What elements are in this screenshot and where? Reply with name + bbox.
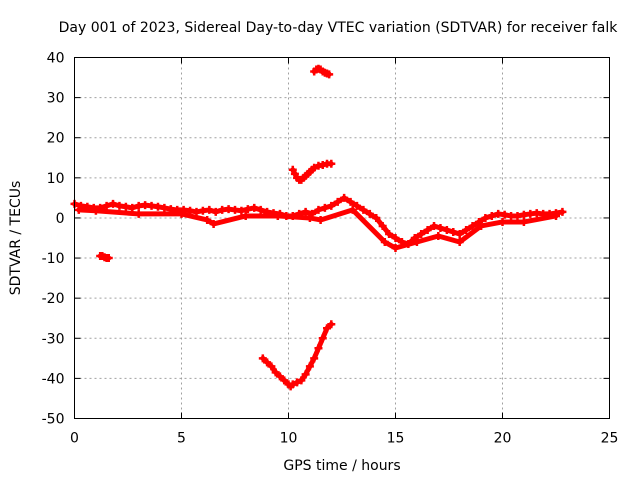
data-trace bbox=[290, 161, 334, 183]
x-tick-label: 15 bbox=[387, 431, 405, 447]
series-mid-upper-arc bbox=[288, 159, 336, 184]
plot-frame bbox=[74, 57, 610, 419]
data-trace bbox=[72, 195, 565, 247]
x-tick-label: 5 bbox=[177, 431, 186, 447]
y-tick-label: 40 bbox=[47, 51, 65, 67]
x-tick-label: 10 bbox=[280, 431, 298, 447]
series-isolated-point-cluster bbox=[96, 252, 113, 263]
y-tick-label: -20 bbox=[42, 291, 65, 307]
data-layer bbox=[70, 64, 567, 391]
y-tick-label: 30 bbox=[47, 91, 65, 107]
series-main-band-lower-edge bbox=[74, 205, 560, 253]
data-trace bbox=[260, 321, 334, 389]
x-tick-label: 0 bbox=[70, 431, 79, 447]
data-trace bbox=[76, 207, 559, 251]
data-trace bbox=[97, 253, 112, 261]
x-axis-label: GPS time / hours bbox=[283, 458, 400, 474]
data-trace bbox=[311, 66, 332, 77]
y-tick-label: -50 bbox=[42, 412, 65, 428]
y-tick-label: 0 bbox=[56, 211, 65, 227]
x-tick-label: 20 bbox=[494, 431, 512, 447]
chart-title: Day 001 of 2023, Sidereal Day-to-day VTE… bbox=[59, 20, 619, 36]
axis-layer: 0 5 10 15 20 25 -50 -40 -30 -20 -10 0 10 20 30 40 bbox=[42, 51, 619, 447]
y-tick-label: -40 bbox=[42, 371, 65, 387]
y-axis-label: SDTVAR / TECUs bbox=[8, 181, 24, 296]
series-upper-isolated-segment bbox=[310, 64, 334, 79]
y-tick-label: -30 bbox=[42, 331, 65, 347]
x-tick-label: 25 bbox=[601, 431, 619, 447]
y-tick-label: 10 bbox=[47, 171, 65, 187]
y-tick-label: -10 bbox=[42, 251, 65, 267]
series-lower-arc bbox=[258, 320, 336, 391]
grid-layer bbox=[74, 57, 610, 419]
y-tick-label: 20 bbox=[47, 131, 65, 147]
